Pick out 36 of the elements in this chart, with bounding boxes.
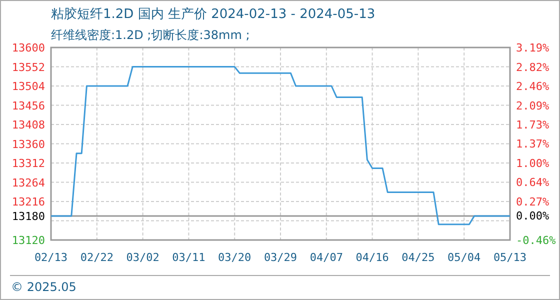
- y2-tick-label: 0.64%: [516, 176, 550, 189]
- y-tick-label: 13552: [12, 60, 45, 74]
- x-tick-label: 03/20: [218, 251, 252, 264]
- x-tick-label: 03/29: [264, 251, 298, 264]
- x-tick-label: 04/16: [356, 251, 389, 264]
- x-tick-label: 04/25: [402, 251, 435, 264]
- text: © 2025.05: [11, 280, 76, 294]
- y2-tick-label: 0.00%: [516, 210, 550, 223]
- y2-tick-label: -0.46%: [516, 234, 556, 247]
- y2-tick-label: 1.00%: [516, 157, 550, 170]
- y2-tick-label: 2.82%: [516, 61, 550, 74]
- y2-tick-label: 2.09%: [516, 100, 550, 113]
- y2-tick-label: 1.37%: [516, 137, 550, 150]
- chart-title: 粘胶短纤1.2D 国内 生产价 2024-02-13 - 2024-05-13: [51, 7, 376, 22]
- y2-tick-label: 1.73%: [516, 118, 550, 132]
- x-tick-label: 03/11: [172, 251, 206, 264]
- y-tick-label: 13264: [12, 176, 46, 190]
- y-tick-label: 13504: [12, 80, 46, 93]
- y-tick-label: 13408: [12, 118, 45, 132]
- y2-tick-label: 2.46%: [516, 80, 550, 93]
- x-tick-label: 05/04: [448, 251, 482, 264]
- y-tick-label: 13456: [12, 99, 45, 112]
- x-tick-label: 02/22: [80, 251, 114, 264]
- y-tick-label: 13120: [12, 234, 45, 247]
- chart-subtitle: 纤维线密度:1.2D ;切断长度:38mm ;: [51, 28, 250, 42]
- x-tick-label: 02/13: [34, 251, 68, 264]
- x-tick-label: 04/07: [310, 251, 343, 264]
- x-tick-label: 05/13: [493, 251, 527, 264]
- y2-tick-label: 3.19%: [516, 42, 550, 54]
- y-tick-label: 13180: [12, 210, 45, 223]
- x-tick-label: 03/02: [126, 251, 160, 264]
- y-tick-label: 13600: [12, 42, 45, 54]
- y-tick-label: 13312: [12, 157, 45, 170]
- y-tick-label: 13360: [12, 138, 45, 151]
- y-tick-label: 13216: [12, 196, 45, 208]
- y2-tick-label: 0.27%: [516, 196, 550, 208]
